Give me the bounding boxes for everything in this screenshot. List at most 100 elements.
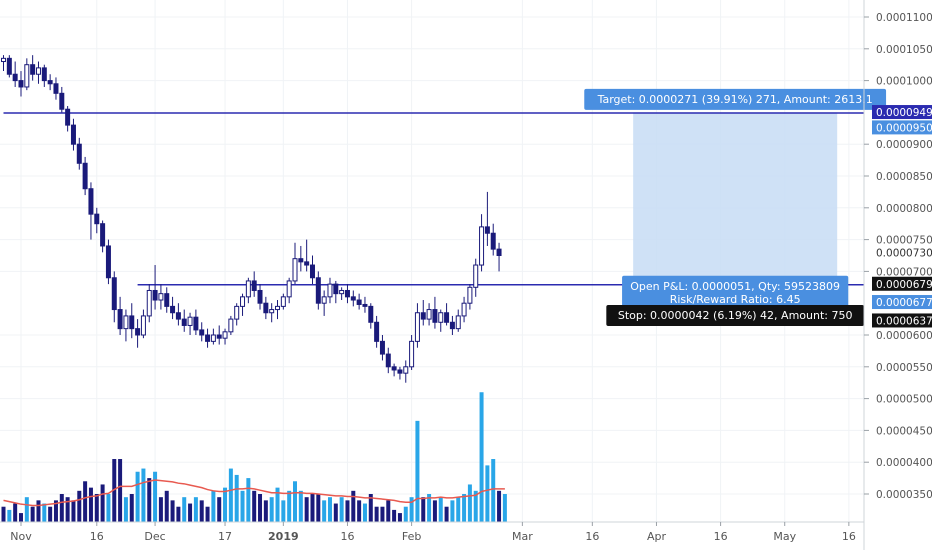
volume-bar: [275, 487, 280, 522]
x-axis-tick-label[interactable]: 16: [340, 530, 354, 543]
x-axis-tick-label[interactable]: Feb: [402, 530, 421, 543]
price-tag-box: [872, 245, 932, 260]
volume-bar: [339, 497, 344, 522]
candle: [379, 335, 385, 361]
x-axis-tick-label[interactable]: 16: [585, 530, 599, 543]
position-labels[interactable]: Target: 0.0000271 (39.91%) 271, Amount: …: [584, 88, 887, 326]
candle-body: [385, 353, 391, 368]
candle: [426, 303, 432, 326]
price-tag[interactable]: 0.0000637: [872, 313, 932, 328]
price-tag-box: [872, 313, 932, 328]
candle: [193, 309, 199, 335]
y-axis-tick-label[interactable]: 0.0001050: [876, 44, 932, 56]
volume-bar: [467, 484, 472, 522]
volume-bar: [118, 459, 123, 522]
candle: [275, 300, 281, 320]
y-axis-tick-label[interactable]: 0.0000600: [876, 330, 932, 342]
price-tag[interactable]: 0.0000950: [872, 120, 932, 135]
y-axis-tick-label[interactable]: 0.0000850: [876, 171, 932, 183]
candle: [409, 335, 415, 370]
volume-bar: [351, 490, 356, 522]
candle-body: [12, 73, 18, 82]
price-tag[interactable]: 0.0000679: [872, 276, 932, 291]
candle-body: [193, 316, 199, 331]
x-axis-tick-label[interactable]: Dec: [144, 530, 165, 543]
y-axis-tick-label[interactable]: 0.0000400: [876, 457, 932, 469]
y-axis-tick-label[interactable]: 0.0000750: [876, 235, 932, 247]
price-tag-box: [872, 295, 932, 310]
y-axis-tick-label[interactable]: 0.0000900: [876, 139, 932, 151]
volume-bar: [36, 500, 41, 522]
y-axis-tick-label[interactable]: 0.0000800: [876, 203, 932, 215]
y-axis-tick-label[interactable]: 0.0000500: [876, 394, 932, 406]
volume-bar: [94, 494, 99, 522]
target-label[interactable]: Target: 0.0000271 (39.91%) 271, Amount: …: [584, 88, 887, 110]
x-axis-tick-label[interactable]: 16: [714, 530, 728, 543]
volume-bar: [415, 420, 420, 522]
candle-body: [170, 305, 176, 314]
open-pl-label[interactable]: Open P&L: 0.0000051, Qty: 59523809Risk/R…: [622, 275, 849, 310]
volume-bar: [205, 506, 210, 522]
volume-bar: [228, 468, 233, 522]
candle-body: [94, 213, 100, 225]
candle: [117, 296, 123, 335]
y-axis-tick-label[interactable]: 0.0001100: [876, 12, 932, 24]
x-axis-tick-label[interactable]: 16: [90, 530, 104, 543]
stop-label[interactable]: Stop: 0.0000042 (6.19%) 42, Amount: 750: [606, 304, 865, 326]
candle: [368, 303, 374, 329]
candle: [129, 303, 135, 339]
price-tag-text: 0.0000949: [876, 107, 932, 119]
price-tag[interactable]: 0.0000677: [872, 295, 932, 310]
candle-body: [391, 366, 397, 371]
x-axis-tick-label[interactable]: Mar: [512, 530, 533, 543]
volume-bar: [298, 490, 303, 522]
candle: [414, 303, 420, 348]
volume-bar: [491, 459, 496, 522]
x-axis-tick-label[interactable]: 16: [842, 530, 856, 543]
candle: [350, 290, 356, 307]
candle-body: [426, 309, 432, 320]
candle-body: [82, 162, 88, 190]
x-axis-tick-label[interactable]: 17: [218, 530, 232, 543]
candle-body: [490, 232, 496, 250]
candle-body: [409, 340, 415, 368]
candle-body: [222, 331, 228, 339]
volume-bar: [193, 497, 198, 522]
open-pl-label-box: [622, 275, 849, 310]
candle-body: [455, 315, 461, 330]
price-tag-text: 0.0000677: [876, 297, 932, 309]
stop-label-text: Stop: 0.0000042 (6.19%) 42, Amount: 750: [618, 309, 853, 322]
candle-body: [210, 334, 216, 342]
volume-bar: [397, 513, 402, 522]
y-axis-tick-label[interactable]: 0.0000700: [876, 266, 932, 278]
x-axis-tick-label[interactable]: 2019: [268, 530, 299, 543]
candle-body: [321, 296, 327, 304]
price-tag[interactable]: 0.0000730: [872, 245, 932, 260]
y-axis-tick-label[interactable]: 0.0000450: [876, 425, 932, 437]
candle: [12, 61, 18, 87]
candle: [76, 137, 82, 170]
price-tag-text: 0.0000950: [876, 122, 932, 134]
x-axis-tick-label[interactable]: Nov: [10, 530, 32, 543]
y-axis-tick-label[interactable]: 0.0000550: [876, 362, 932, 374]
x-axis-tick-label[interactable]: May: [773, 530, 796, 543]
candle-body: [181, 318, 187, 326]
volume-bar: [158, 497, 163, 522]
volume-bar: [199, 500, 204, 522]
candle: [315, 271, 321, 310]
y-axis-tick-label[interactable]: 0.0000350: [876, 489, 932, 501]
candle: [455, 309, 461, 332]
candle: [403, 360, 409, 383]
target-zone: [633, 112, 838, 285]
candle-body: [135, 328, 141, 336]
price-tag[interactable]: 0.0000949: [872, 105, 932, 120]
price-tag-box: [872, 120, 932, 135]
candle: [24, 58, 30, 91]
y-axis-tick-label[interactable]: 0.0001000: [876, 76, 932, 88]
candle-body: [414, 312, 420, 342]
x-axis-tick-label[interactable]: Apr: [647, 530, 667, 543]
volume-bar: [252, 490, 257, 522]
